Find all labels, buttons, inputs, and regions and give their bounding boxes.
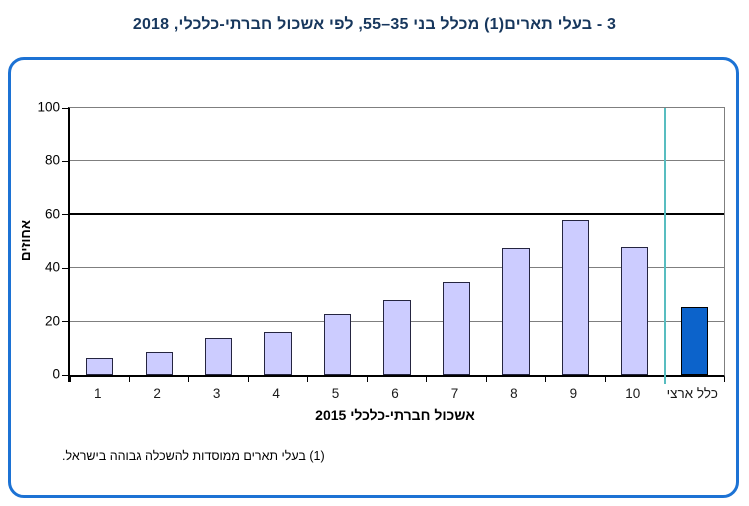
bar-cluster-7 bbox=[442, 281, 471, 375]
y-tick-mark-80 bbox=[62, 160, 68, 162]
x-axis-boundary-tick-3 bbox=[247, 377, 249, 382]
x-axis-boundary-tick-0 bbox=[69, 377, 71, 382]
bar-cluster-9 bbox=[561, 220, 590, 375]
y-tick-mark-40 bbox=[62, 267, 68, 269]
x-category-label-6: 6 bbox=[391, 386, 399, 401]
x-category-label-national: כלל ארצי bbox=[666, 386, 718, 401]
bar-cluster-10 bbox=[621, 246, 649, 375]
x-category-label-8: 8 bbox=[510, 386, 518, 401]
gridline-80 bbox=[70, 160, 724, 162]
footnote: (1) בעלי תארים ממוסדות להשכלה גבוהה בישר… bbox=[62, 449, 325, 463]
x-axis-boundary-tick-2 bbox=[188, 377, 190, 382]
y-axis-tick-labels: 0 20 40 60 80 100 bbox=[26, 100, 60, 381]
bar-cluster-6 bbox=[383, 300, 411, 375]
x-category-label-7: 7 bbox=[450, 386, 459, 401]
x-category-label-2: 2 bbox=[153, 386, 161, 401]
x-axis-boundary-tick-6 bbox=[426, 377, 428, 382]
x-axis-boundary-tick-9 bbox=[604, 377, 606, 382]
x-category-label-4: 4 bbox=[272, 386, 280, 401]
x-category-label-10: 10 bbox=[625, 386, 641, 401]
x-axis-title: אשכול חברתי-כלכלי 2015 bbox=[315, 407, 475, 423]
x-axis-category-labels: 1 2 3 4 5 6 7 8 9 10 כלל ארצי bbox=[68, 386, 722, 404]
chart-title: 3 - בעלי תארים(1) מכלל בני 35–55, לפי אש… bbox=[132, 16, 617, 33]
x-category-label-1: 1 bbox=[93, 386, 102, 401]
bar-cluster-4 bbox=[264, 332, 292, 375]
reference-gridline-60 bbox=[70, 212, 724, 215]
national-separator-line bbox=[663, 108, 666, 384]
x-category-label-3: 3 bbox=[212, 386, 221, 401]
y-tick-label-20: 20 bbox=[44, 313, 60, 329]
bar-cluster-5 bbox=[323, 313, 352, 375]
y-tick-mark-0 bbox=[62, 374, 68, 376]
x-axis-boundary-tick-1 bbox=[128, 377, 130, 382]
gridline-40 bbox=[70, 267, 724, 269]
x-axis-boundary-tick-8 bbox=[545, 377, 547, 382]
x-axis-boundary-tick-7 bbox=[485, 377, 487, 382]
bar-cluster-1 bbox=[86, 357, 114, 375]
y-tick-label-80: 80 bbox=[44, 152, 60, 168]
y-tick-label-0: 0 bbox=[52, 366, 60, 382]
bar-national bbox=[680, 306, 708, 375]
bar-cluster-3 bbox=[204, 337, 233, 375]
y-tick-label-40: 40 bbox=[44, 259, 60, 275]
y-tick-mark-100 bbox=[62, 107, 68, 109]
x-category-label-9: 9 bbox=[569, 386, 578, 401]
x-axis-boundary-tick-5 bbox=[366, 377, 368, 382]
y-tick-label-60: 60 bbox=[44, 206, 60, 222]
x-axis-boundary-tick-4 bbox=[307, 377, 309, 382]
bar-cluster-2 bbox=[145, 352, 173, 375]
x-category-label-5: 5 bbox=[331, 386, 340, 401]
bar-cluster-8 bbox=[502, 248, 530, 375]
y-tick-mark-60 bbox=[62, 214, 68, 216]
y-axis-extension bbox=[68, 375, 70, 382]
y-tick-mark-20 bbox=[62, 321, 68, 323]
plot-area bbox=[62, 107, 725, 384]
y-tick-label-100: 100 bbox=[37, 99, 60, 115]
x-axis-boundary-tick-11 bbox=[723, 377, 725, 382]
